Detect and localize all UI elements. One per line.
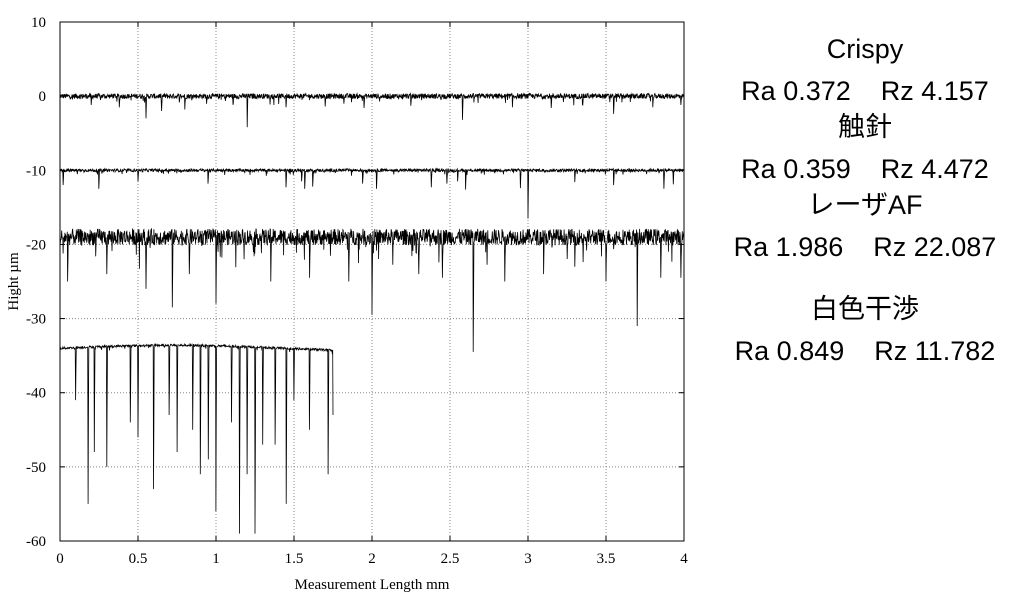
legend-series-name: Crispy xyxy=(826,34,904,64)
y-tick-label: -30 xyxy=(26,312,46,328)
y-axis-label: Hight µm xyxy=(6,252,22,311)
legend-panel: Crispy Ra 0.372 Rz 4.157 触針 Ra 0.359 Rz … xyxy=(700,28,1030,372)
legend-series-stats: Ra 0.372 Rz 4.157 xyxy=(741,76,989,106)
x-tick-label: 0.5 xyxy=(129,551,148,567)
axis-ticks: 0 0.5 1 1.5 2 2.5 3 3.5 4 10 0 -10 -20 -30 -40 -50 -60 xyxy=(26,15,688,567)
y-tick-label: 10 xyxy=(31,15,46,31)
x-tick-label: 3 xyxy=(524,551,532,567)
x-tick-label: 1.5 xyxy=(285,551,304,567)
y-tick-label: 0 xyxy=(39,89,47,105)
legend-entry: Crispy Ra 0.372 Rz 4.157 xyxy=(700,28,1030,112)
legend-entry: レーザAF Ra 1.986 Rz 22.087 xyxy=(700,184,1030,268)
x-tick-label: 3.5 xyxy=(597,551,616,567)
y-tick-label: -20 xyxy=(26,237,46,253)
legend-entry: 白色干渉 Ra 0.849 Rz 11.782 xyxy=(700,288,1030,372)
y-tick-label: -10 xyxy=(26,163,46,179)
x-tick-label: 2 xyxy=(368,551,376,567)
x-tick-label: 1 xyxy=(212,551,220,567)
legend-series-stats: Ra 0.359 Rz 4.472 xyxy=(741,154,989,184)
series-line xyxy=(59,227,685,352)
legend-series-name: 触針 xyxy=(838,112,892,142)
legend-series-stats: Ra 0.849 Rz 11.782 xyxy=(734,336,996,366)
series-line xyxy=(59,167,685,219)
y-tick-label: -50 xyxy=(26,460,46,476)
legend-series-name: レーザAF xyxy=(807,190,923,220)
y-tick-label: -40 xyxy=(26,386,46,402)
legend-series-stats: Ra 1.986 Rz 22.087 xyxy=(733,232,997,262)
series-lines xyxy=(59,92,685,534)
legend-entry: 触針 Ra 0.359 Rz 4.472 xyxy=(700,106,1030,190)
y-tick-label: -60 xyxy=(26,534,46,550)
legend-series-name: 白色干渉 xyxy=(811,294,919,324)
x-axis-label: Measurement Length mm xyxy=(295,577,450,593)
series-line xyxy=(59,342,334,534)
x-tick-label: 2.5 xyxy=(441,551,460,567)
x-tick-label: 0 xyxy=(56,551,64,567)
series-line xyxy=(59,92,685,128)
profile-chart: 0 0.5 1 1.5 2 2.5 3 3.5 4 10 0 -10 -20 -30 -40 -50 -60 M… xyxy=(6,15,688,593)
x-tick-label: 4 xyxy=(680,551,688,567)
